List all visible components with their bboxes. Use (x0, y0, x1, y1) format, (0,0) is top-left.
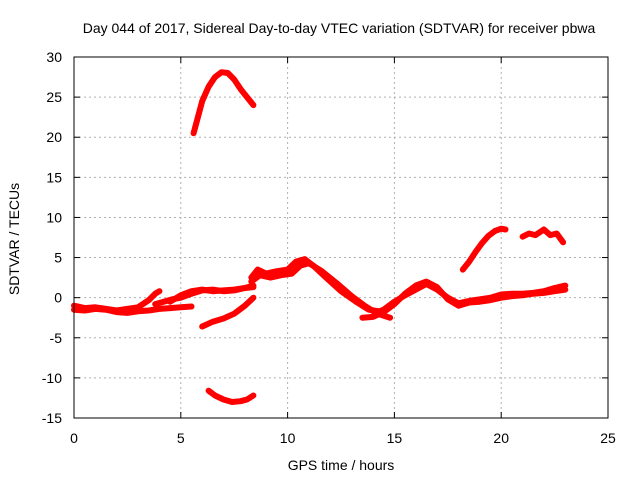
chart-title: Day 044 of 2017, Sidereal Day-to-day VTE… (83, 20, 596, 36)
x-tick-label: 0 (70, 430, 78, 446)
series-arc-6 (199, 294, 257, 330)
axis-ticks (73, 56, 609, 419)
series-arc-2 (71, 303, 195, 316)
plot-series (71, 69, 569, 405)
series-arc-11 (380, 281, 569, 313)
y-tick-label: 30 (46, 49, 62, 65)
tick-labels: 0 5 10 15 20 25 -15 -10 -5 0 5 10 15 20 25 30 (42, 49, 616, 446)
series-arc-9 (248, 260, 394, 321)
x-tick-label: 15 (387, 430, 403, 446)
series-arc-4 (167, 284, 257, 305)
series-arc-5 (190, 69, 257, 137)
y-tick-label: -15 (42, 410, 62, 426)
y-tick-label: 0 (54, 290, 62, 306)
series-arc-13 (519, 226, 567, 246)
series-arc-7 (205, 387, 257, 405)
y-axis-title: SDTVAR / TECUs (6, 183, 22, 295)
x-tick-label: 25 (600, 430, 616, 446)
y-tick-label: 5 (54, 250, 62, 266)
y-tick-label: 10 (46, 209, 62, 225)
y-tick-label: -10 (42, 370, 62, 386)
x-axis-title: GPS time / hours (288, 457, 395, 473)
y-tick-label: 20 (46, 129, 62, 145)
plot-frame (73, 56, 609, 419)
x-tick-label: 10 (280, 430, 296, 446)
y-tick-label: -5 (50, 330, 63, 346)
x-tick-label: 20 (493, 430, 509, 446)
y-tick-label: 15 (46, 169, 62, 185)
x-tick-label: 5 (177, 430, 185, 446)
y-tick-label: 25 (46, 89, 62, 105)
grid (74, 57, 608, 418)
series-arc-12 (459, 225, 509, 273)
